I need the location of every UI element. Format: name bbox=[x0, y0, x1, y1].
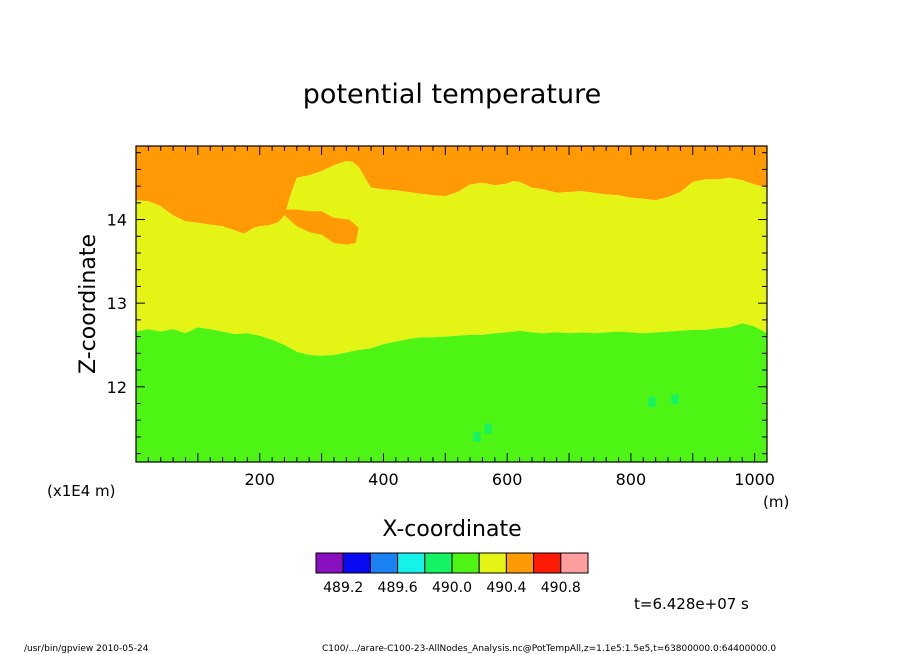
colorbar-tick-label: 489.6 bbox=[378, 580, 418, 596]
colorbar-swatch bbox=[505, 552, 535, 574]
contour-patch bbox=[484, 423, 492, 434]
y-tick-label: 12 bbox=[107, 378, 127, 397]
colorbar-swatch bbox=[315, 552, 344, 574]
plot-area bbox=[135, 145, 768, 463]
colorbar-labels: 489.2 489.6 490.0 490.4 490.8 bbox=[323, 580, 581, 596]
colorbar bbox=[315, 552, 589, 574]
footer-left: /usr/bin/gpview 2010-05-24 bbox=[24, 644, 149, 654]
x-tick-label: 800 bbox=[616, 470, 647, 489]
colorbar-tick-label: 490.8 bbox=[541, 580, 581, 596]
intrusion-region bbox=[284, 209, 359, 245]
y-tick-label: 14 bbox=[107, 211, 127, 230]
colorbar-swatch bbox=[397, 552, 426, 574]
region-490.2-490.4 bbox=[136, 146, 767, 234]
x-tick-label: 400 bbox=[368, 470, 399, 489]
contour-patch bbox=[648, 396, 656, 407]
colorbar-swatch bbox=[342, 552, 371, 574]
region-489.8-490.0 bbox=[136, 323, 767, 462]
y-tick-label: 13 bbox=[107, 294, 127, 313]
contour-patch bbox=[473, 431, 481, 442]
colorbar-swatch bbox=[560, 552, 589, 574]
y-tick-labels: 12 13 14 bbox=[107, 211, 127, 397]
x-unit-label: (m) bbox=[763, 493, 789, 511]
x-tick-labels: 200 400 600 800 1000 bbox=[244, 470, 775, 489]
time-annotation: t=6.428e+07 s bbox=[634, 595, 749, 613]
colorbar-tick-label: 490.0 bbox=[432, 580, 472, 596]
colorbar-tick-label: 489.2 bbox=[323, 580, 363, 596]
colorbar-swatch bbox=[369, 552, 399, 574]
colorbar-swatch bbox=[424, 552, 453, 574]
colorbar-swatch bbox=[533, 552, 562, 574]
colorbar-tick-label: 490.4 bbox=[486, 580, 526, 596]
x-tick-label: 200 bbox=[244, 470, 275, 489]
colorbar-swatch bbox=[478, 552, 507, 574]
colorbar-swatch bbox=[451, 552, 480, 574]
axis-ticks bbox=[136, 146, 767, 462]
contour-patch bbox=[671, 394, 679, 405]
x-tick-label: 600 bbox=[492, 470, 523, 489]
plot-frame bbox=[135, 145, 768, 463]
x-axis-label: X-coordinate bbox=[382, 517, 521, 542]
footer-right: C100/.../arare-C100-23-AllNodes_Analysis… bbox=[322, 644, 776, 654]
y-scale-note: (x1E4 m) bbox=[47, 482, 116, 500]
x-tick-label: 1000 bbox=[734, 470, 775, 489]
y-axis-label: Z-coordinate bbox=[76, 234, 101, 374]
chart-title: potential temperature bbox=[303, 79, 601, 110]
small-contour-patches bbox=[473, 394, 679, 442]
